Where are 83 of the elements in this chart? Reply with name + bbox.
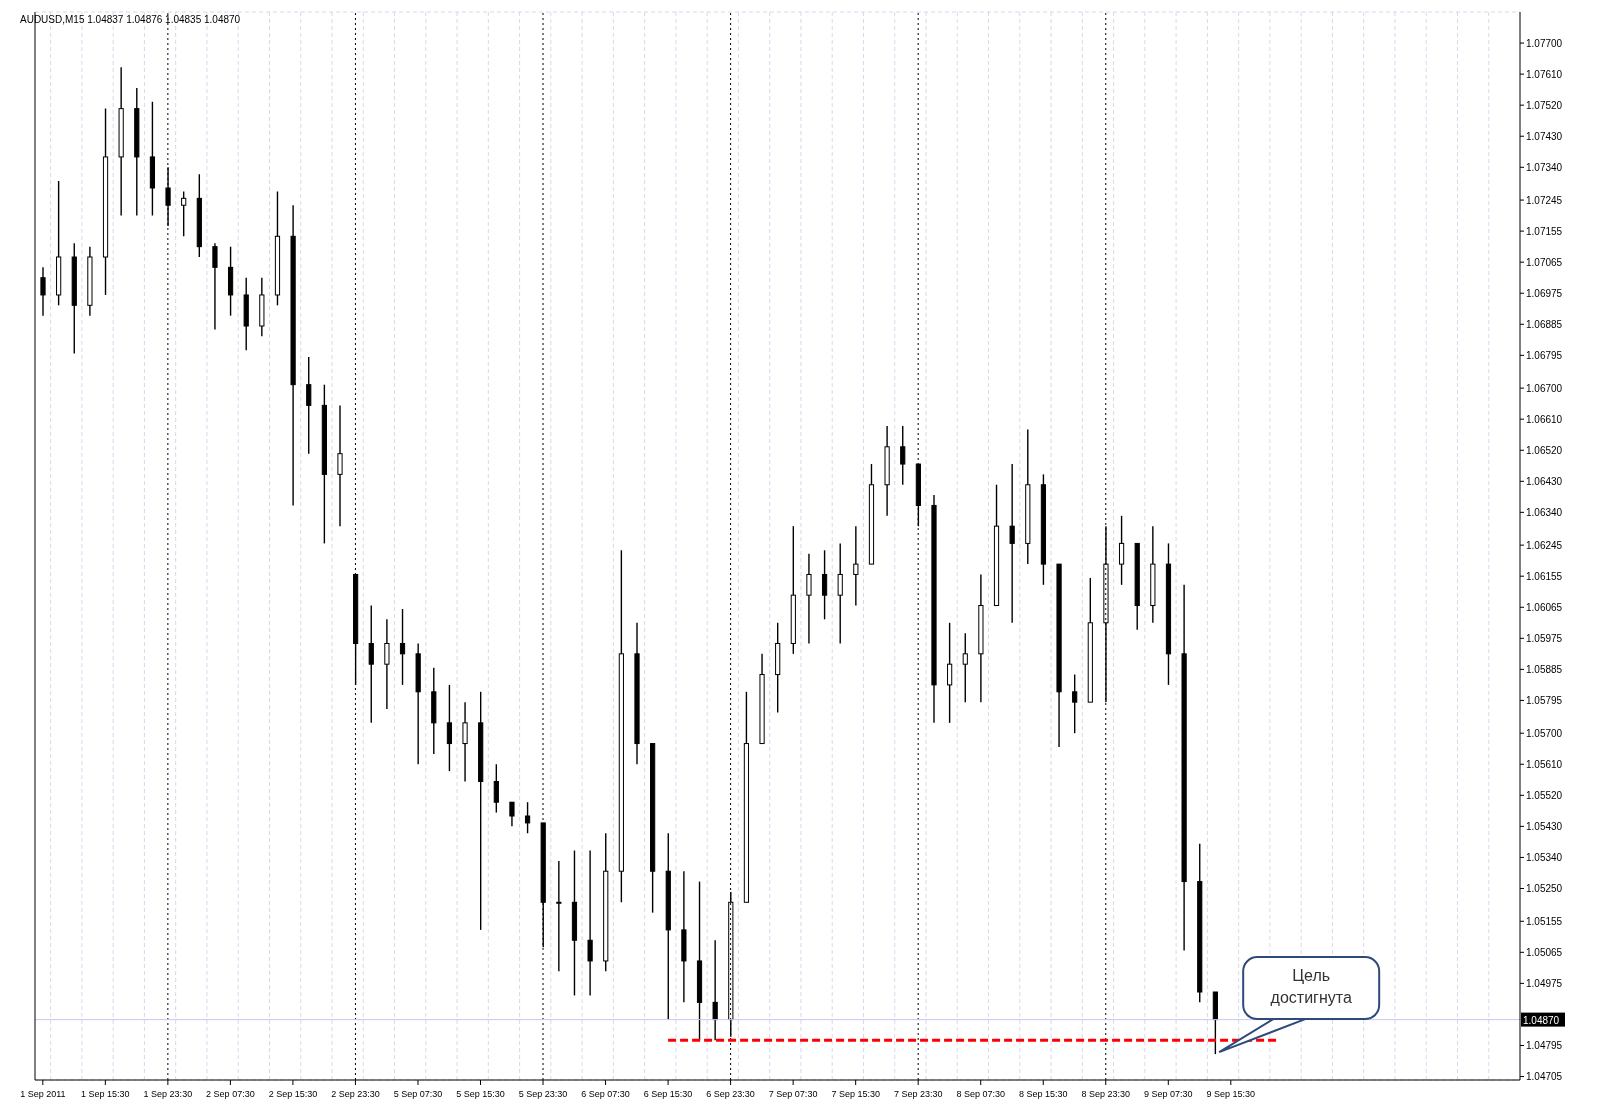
candlestick — [446, 684, 453, 772]
candlestick — [853, 525, 859, 607]
x-tick-label: 6 Sep 23:30 — [706, 1089, 755, 1099]
y-tick-label: 1.06065 — [1526, 601, 1563, 613]
y-tick-label: 1.06340 — [1526, 506, 1563, 518]
y-tick-label: 1.07155 — [1526, 225, 1563, 237]
x-tick-label: 1 Sep 15:30 — [81, 1089, 130, 1099]
candlestick — [337, 404, 343, 527]
candlestick — [181, 190, 187, 237]
x-tick-label: 2 Sep 07:30 — [206, 1089, 255, 1099]
x-tick-label: 1 Sep 2011 — [20, 1089, 66, 1099]
chart-title: AUDUSD,M15 1.04837 1.04876 1.04835 1.04870 — [20, 14, 241, 25]
candlestick — [962, 632, 968, 703]
y-tick-label: 1.07700 — [1526, 37, 1563, 49]
x-tick-label: 8 Sep 23:30 — [1081, 1089, 1131, 1099]
y-tick-label: 1.07340 — [1526, 161, 1563, 173]
candlestick — [556, 860, 562, 972]
x-tick-label: 1 Sep 23:30 — [143, 1089, 193, 1099]
y-tick-label: 1.05700 — [1526, 727, 1563, 739]
y-tick-label: 1.05250 — [1526, 883, 1563, 895]
x-tick-label: 2 Sep 23:30 — [331, 1089, 380, 1099]
y-tick-label: 1.05885 — [1526, 663, 1563, 675]
x-tick-label: 5 Sep 07:30 — [393, 1089, 443, 1099]
y-tick-label: 1.05155 — [1526, 915, 1563, 927]
candlestick — [462, 701, 468, 783]
candlestick — [509, 801, 515, 828]
candlestick — [837, 542, 843, 645]
y-tick-label: 1.06245 — [1526, 539, 1563, 551]
candlestick — [1072, 673, 1078, 734]
y-tick-label: 1.06885 — [1526, 318, 1563, 330]
y-tick-label: 1.06430 — [1526, 475, 1563, 487]
candlestick — [587, 849, 593, 997]
x-tick-label: 8 Sep 15:30 — [1018, 1089, 1068, 1099]
candlestick — [399, 608, 406, 686]
y-tick-label: 1.07065 — [1526, 256, 1563, 268]
y-tick-label: 1.05340 — [1526, 851, 1563, 863]
y-tick-label: 1.07520 — [1526, 99, 1563, 111]
y-tick-label: 1.06520 — [1526, 444, 1563, 456]
candlestick — [493, 763, 499, 814]
candlestick — [40, 266, 46, 317]
candlestick — [712, 939, 718, 1042]
x-tick-label: 9 Sep 07:30 — [1144, 1089, 1193, 1099]
x-tick-label: 7 Sep 23:30 — [893, 1089, 943, 1099]
x-tick-label: 2 Sep 15:30 — [268, 1089, 318, 1099]
y-tick-label: 1.07245 — [1526, 194, 1563, 206]
candlestick — [212, 242, 218, 331]
candlestick — [821, 549, 828, 621]
y-tick-label: 1.04795 — [1526, 1040, 1563, 1052]
ref-line-label: 1.04870 — [1523, 1014, 1560, 1026]
x-tick-label: 5 Sep 15:30 — [456, 1089, 505, 1099]
x-tick-label: 7 Sep 15:30 — [831, 1089, 880, 1099]
y-tick-label: 1.05065 — [1526, 946, 1563, 958]
y-tick-label: 1.06795 — [1526, 349, 1563, 361]
candlestick — [368, 604, 374, 724]
y-tick-label: 1.05520 — [1526, 789, 1563, 801]
y-tick-label: 1.04975 — [1526, 977, 1563, 989]
annotation: Цель достигнута — [1270, 967, 1352, 1007]
candlestick — [524, 801, 531, 834]
candlestick — [947, 622, 953, 724]
candlestick — [306, 356, 312, 455]
y-tick-label: 1.05610 — [1526, 758, 1563, 770]
y-tick-label: 1.05795 — [1526, 694, 1563, 706]
y-tick-label: 1.06700 — [1526, 382, 1563, 394]
y-tick-label: 1.06155 — [1526, 570, 1563, 582]
callout: Цель достигнута — [1218, 956, 1381, 1054]
y-tick-label: 1.07430 — [1526, 130, 1563, 142]
y-tick-label: 1.05975 — [1526, 632, 1563, 644]
candlestick — [806, 553, 812, 645]
x-tick-label: 9 Sep 15:30 — [1206, 1089, 1256, 1099]
x-tick-label: 6 Sep 15:30 — [643, 1089, 693, 1099]
y-tick-label: 1.06975 — [1526, 287, 1563, 299]
y-tick-label: 1.04705 — [1526, 1071, 1563, 1083]
candlestick — [1118, 515, 1125, 586]
candlestick — [384, 618, 390, 710]
y-tick-label: 1.06610 — [1526, 413, 1563, 425]
y-tick-label: 1.05430 — [1526, 820, 1563, 832]
x-tick-label: 7 Sep 07:30 — [768, 1089, 818, 1099]
x-tick-label: 6 Sep 07:30 — [581, 1089, 630, 1099]
y-tick-label: 1.07610 — [1526, 68, 1563, 80]
x-tick-label: 5 Sep 23:30 — [518, 1089, 568, 1099]
x-tick-label: 8 Sep 07:30 — [956, 1089, 1005, 1099]
candlestick — [900, 425, 906, 486]
candlestick — [1009, 463, 1015, 624]
